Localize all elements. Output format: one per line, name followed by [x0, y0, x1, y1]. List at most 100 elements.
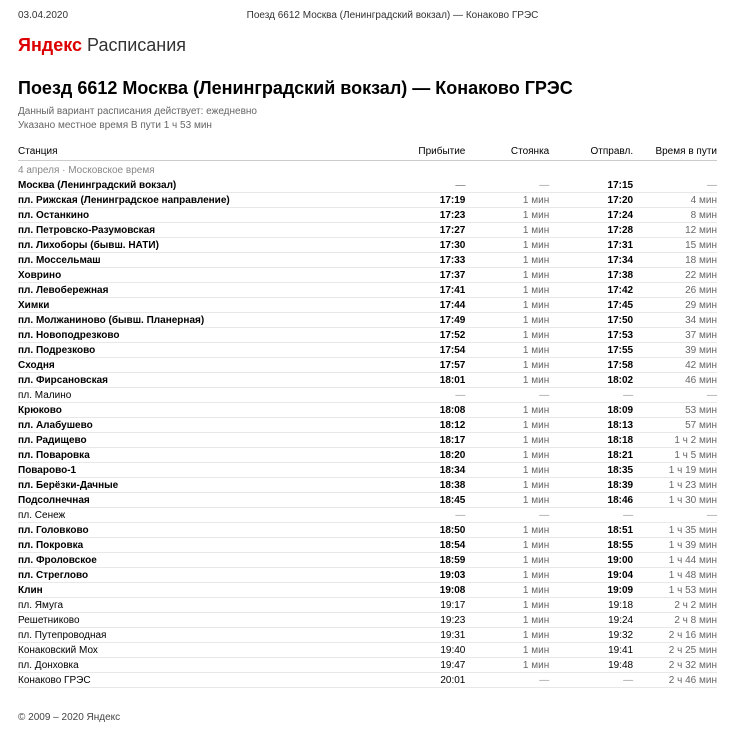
- cell-arrival: 18:54: [381, 538, 465, 553]
- cell-departure: —: [549, 673, 633, 688]
- cell-travel: 1 ч 5 мин: [633, 448, 717, 463]
- cell-departure: 18:46: [549, 493, 633, 508]
- cell-station: Крюково: [18, 403, 381, 418]
- cell-stop: 1 мин: [465, 523, 549, 538]
- cell-departure: 18:51: [549, 523, 633, 538]
- cell-stop: 1 мин: [465, 598, 549, 613]
- cell-arrival: 18:17: [381, 433, 465, 448]
- schedule-table: Станция Прибытие Стоянка Отправл. Время …: [18, 143, 717, 688]
- cell-arrival: 18:45: [381, 493, 465, 508]
- cell-station: Москва (Ленинградский вокзал): [18, 178, 381, 193]
- table-row: Химки17:441 мин17:4529 мин: [18, 298, 717, 313]
- table-row: Ховрино17:371 мин17:3822 мин: [18, 268, 717, 283]
- cell-departure: 18:35: [549, 463, 633, 478]
- logo-service: Расписания: [82, 35, 186, 55]
- cell-departure: 17:15: [549, 178, 633, 193]
- cell-departure: 17:28: [549, 223, 633, 238]
- cell-travel: 46 мин: [633, 373, 717, 388]
- cell-arrival: 17:54: [381, 343, 465, 358]
- cell-stop: 1 мин: [465, 658, 549, 673]
- cell-departure: 18:18: [549, 433, 633, 448]
- table-row: пл. Останкино17:231 мин17:248 мин: [18, 208, 717, 223]
- table-row: Решетниково19:231 мин19:242 ч 8 мин: [18, 613, 717, 628]
- cell-station: пл. Поваровка: [18, 448, 381, 463]
- cell-stop: 1 мин: [465, 463, 549, 478]
- cell-departure: 18:13: [549, 418, 633, 433]
- cell-departure: —: [549, 388, 633, 403]
- table-row: пл. Левобережная17:411 мин17:4226 мин: [18, 283, 717, 298]
- cell-arrival: 17:57: [381, 358, 465, 373]
- table-row: пл. Путепроводная19:311 мин19:322 ч 16 м…: [18, 628, 717, 643]
- table-row: Клин19:081 мин19:091 ч 53 мин: [18, 583, 717, 598]
- table-row: пл. Фирсановская18:011 мин18:0246 мин: [18, 373, 717, 388]
- cell-arrival: 17:27: [381, 223, 465, 238]
- cell-station: Решетниково: [18, 613, 381, 628]
- cell-station: пл. Фирсановская: [18, 373, 381, 388]
- cell-stop: 1 мин: [465, 403, 549, 418]
- cell-station: пл. Останкино: [18, 208, 381, 223]
- cell-stop: —: [465, 508, 549, 523]
- cell-stop: 1 мин: [465, 583, 549, 598]
- cell-station: пл. Берёзки-Дачные: [18, 478, 381, 493]
- cell-stop: 1 мин: [465, 223, 549, 238]
- cell-arrival: 19:47: [381, 658, 465, 673]
- cell-arrival: 20:01: [381, 673, 465, 688]
- cell-stop: —: [465, 673, 549, 688]
- table-row: Крюково18:081 мин18:0953 мин: [18, 403, 717, 418]
- cell-departure: 17:24: [549, 208, 633, 223]
- cell-stop: 1 мин: [465, 478, 549, 493]
- cell-station: Конаковский Мох: [18, 643, 381, 658]
- table-row: Москва (Ленинградский вокзал)——17:15—: [18, 178, 717, 193]
- subheader-text: 4 апреля · Московское время: [18, 161, 717, 179]
- cell-station: пл. Молжаниново (бывш. Планерная): [18, 313, 381, 328]
- table-row: пл. Петровско-Разумовская17:271 мин17:28…: [18, 223, 717, 238]
- cell-stop: 1 мин: [465, 253, 549, 268]
- cell-travel: 1 ч 19 мин: [633, 463, 717, 478]
- cell-station: пл. Сенеж: [18, 508, 381, 523]
- cell-arrival: 17:44: [381, 298, 465, 313]
- table-row: пл. Подрезково17:541 мин17:5539 мин: [18, 343, 717, 358]
- cell-travel: 29 мин: [633, 298, 717, 313]
- cell-departure: 18:02: [549, 373, 633, 388]
- table-row: пл. Малино————: [18, 388, 717, 403]
- cell-station: пл. Левобережная: [18, 283, 381, 298]
- cell-arrival: 19:31: [381, 628, 465, 643]
- table-row: пл. Покровка18:541 мин18:551 ч 39 мин: [18, 538, 717, 553]
- meta-line-2: Указано местное время В пути 1 ч 53 мин: [18, 119, 717, 133]
- logo: Яндекс Расписания: [18, 35, 717, 56]
- table-row: пл. Поваровка18:201 мин18:211 ч 5 мин: [18, 448, 717, 463]
- cell-station: пл. Малино: [18, 388, 381, 403]
- cell-departure: 19:24: [549, 613, 633, 628]
- footer: © 2009 – 2020 Яндекс: [18, 712, 717, 723]
- cell-arrival: —: [381, 508, 465, 523]
- cell-station: пл. Новоподрезково: [18, 328, 381, 343]
- cell-arrival: 17:30: [381, 238, 465, 253]
- table-row: пл. Донховка19:471 мин19:482 ч 32 мин: [18, 658, 717, 673]
- cell-station: пл. Рижская (Ленинградское направление): [18, 193, 381, 208]
- cell-travel: 42 мин: [633, 358, 717, 373]
- cell-stop: 1 мин: [465, 418, 549, 433]
- cell-station: Ховрино: [18, 268, 381, 283]
- cell-departure: 19:00: [549, 553, 633, 568]
- cell-travel: 1 ч 48 мин: [633, 568, 717, 583]
- cell-station: Химки: [18, 298, 381, 313]
- cell-arrival: —: [381, 388, 465, 403]
- cell-departure: 18:09: [549, 403, 633, 418]
- cell-station: пл. Путепроводная: [18, 628, 381, 643]
- cell-stop: 1 мин: [465, 568, 549, 583]
- cell-travel: 2 ч 46 мин: [633, 673, 717, 688]
- cell-arrival: 18:34: [381, 463, 465, 478]
- cell-stop: —: [465, 178, 549, 193]
- cell-stop: 1 мин: [465, 193, 549, 208]
- cell-stop: 1 мин: [465, 313, 549, 328]
- cell-departure: 18:39: [549, 478, 633, 493]
- cell-travel: 26 мин: [633, 283, 717, 298]
- cell-travel: —: [633, 388, 717, 403]
- cell-station: пл. Фроловское: [18, 553, 381, 568]
- cell-stop: 1 мин: [465, 358, 549, 373]
- cell-arrival: 19:40: [381, 643, 465, 658]
- cell-departure: 17:55: [549, 343, 633, 358]
- print-header: Поезд 6612 Москва (Ленинградский вокзал)…: [247, 10, 539, 21]
- cell-arrival: 17:52: [381, 328, 465, 343]
- cell-travel: —: [633, 178, 717, 193]
